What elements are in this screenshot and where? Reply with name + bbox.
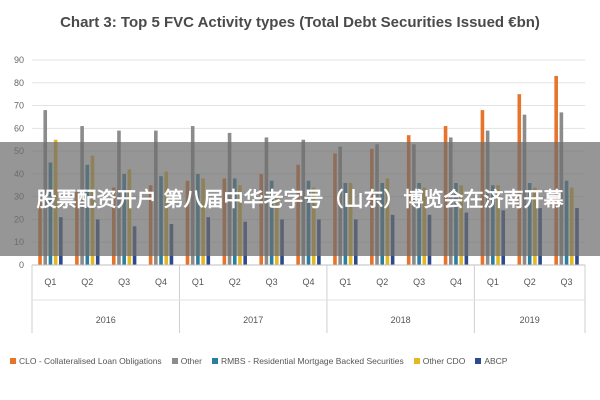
x-tick-label: Q2 [376,277,388,287]
chart-title: Chart 3: Top 5 FVC Activity types (Total… [60,14,540,31]
year-group-label: 2016 [96,315,116,325]
legend-item: ABCP [475,356,507,366]
legend-swatch [413,358,420,364]
x-tick-label: Q2 [524,277,536,287]
overlay-banner-text: 股票配资开户 第八届中华老字号（山东）博览会在济南开幕 [36,187,564,211]
chart-legend: CLO - Collateralised Loan Obligations Oth… [10,352,595,370]
legend-swatch [475,358,482,364]
legend-swatch [171,358,178,364]
legend-label: Other [180,356,202,366]
x-tick-label: Q4 [155,277,167,287]
legend-item: CLO - Collateralised Loan Obligations [10,356,162,366]
year-group-label: 2017 [243,315,263,325]
y-tick-label: 70 [14,101,24,111]
x-tick-label: Q3 [266,277,278,287]
legend-label: CLO - Collateralised Loan Obligations [19,356,162,366]
y-tick-label: 60 [14,123,24,133]
x-tick-label: Q1 [192,277,204,287]
x-tick-label: Q3 [561,277,573,287]
x-tick-label: Q2 [81,277,93,287]
legend-swatch [10,358,16,364]
y-tick-label: 0 [19,260,24,270]
legend-item: Other CDO [413,356,466,366]
legend-swatch [211,358,218,364]
y-tick-label: 90 [14,55,24,65]
y-tick-label: 80 [14,78,24,88]
x-tick-label: Q1 [339,277,351,287]
legend-label: ABCP [484,356,508,366]
legend-label: RMBS - Residential Mortgage Backed Secur… [220,356,404,366]
x-tick-label: Q3 [413,277,425,287]
year-group-label: 2018 [391,315,411,325]
x-tick-label: Q2 [229,277,241,287]
x-tick-label: Q1 [44,277,56,287]
x-tick-label: Q1 [487,277,499,287]
legend-item: Other [171,356,202,366]
x-tick-label: Q4 [302,277,314,287]
legend-item: RMBS - Residential Mortgage Backed Secur… [211,356,404,366]
overlay-banner: 股票配资开户 第八届中华老字号（山东）博览会在济南开幕 [0,142,600,256]
x-tick-label: Q3 [118,277,130,287]
x-tick-label: Q4 [450,277,462,287]
legend-label: Other CDO [422,356,466,366]
year-group-label: 2019 [520,315,540,325]
